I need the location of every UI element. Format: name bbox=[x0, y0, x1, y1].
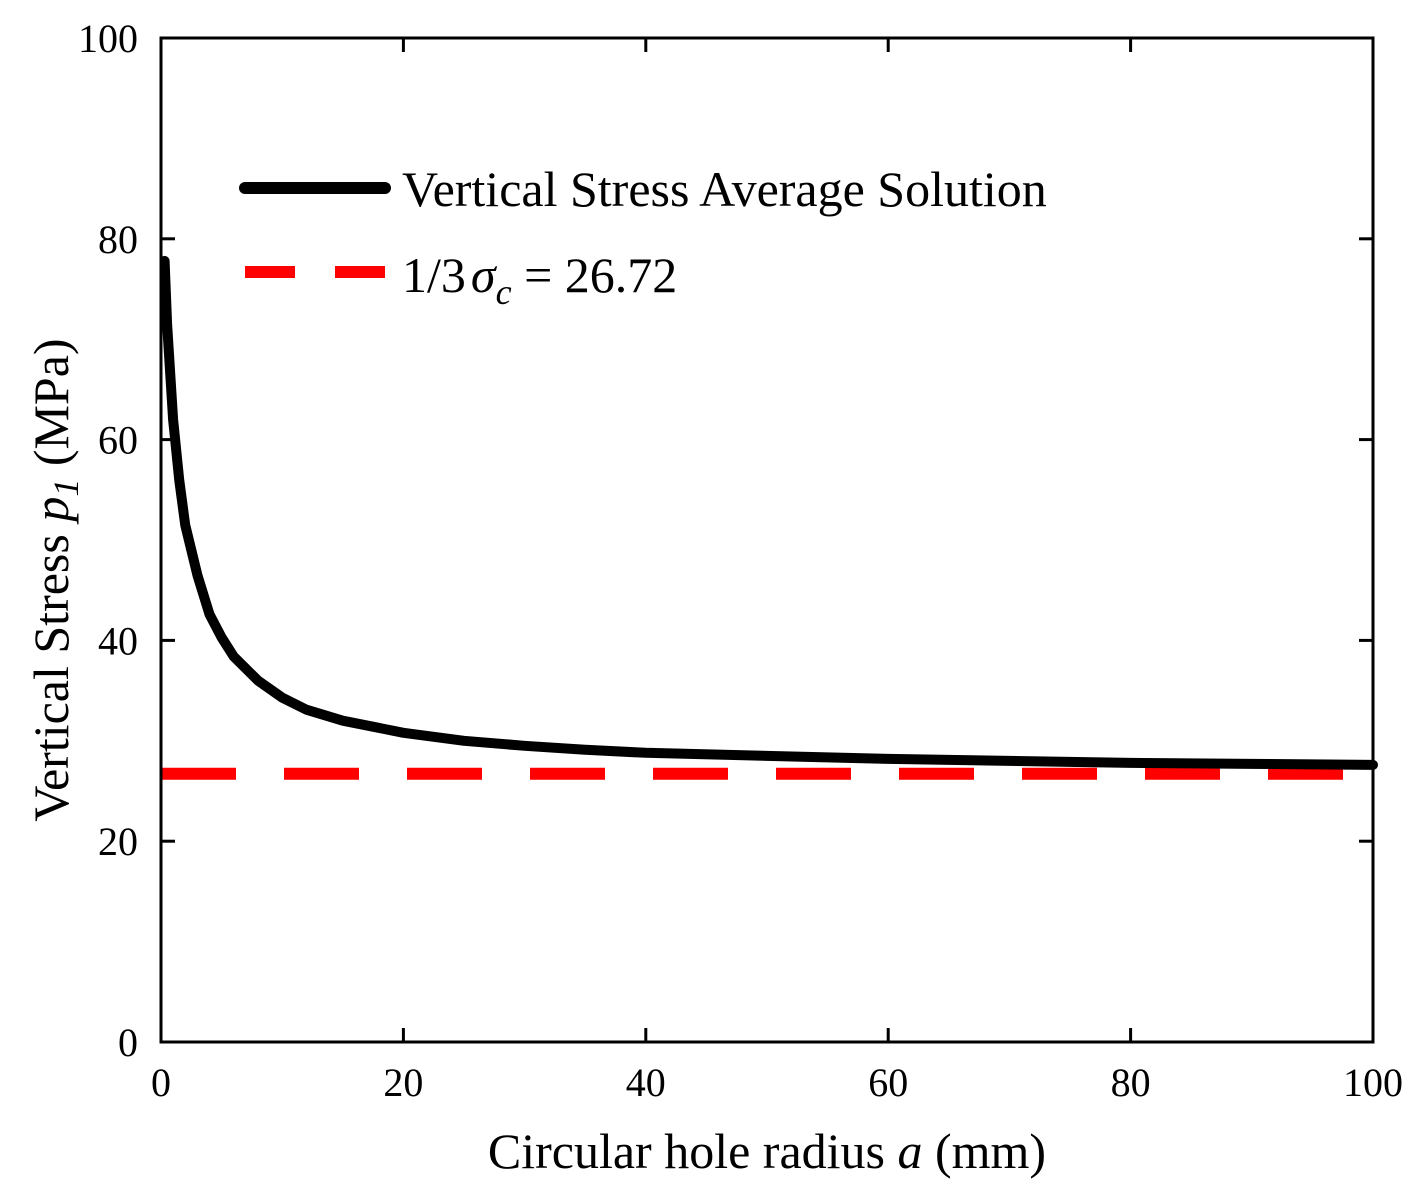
tick-labels: 0 20 40 60 80 100 0 20 40 60 80 100 bbox=[78, 16, 1403, 1105]
y-tick-label-4: 80 bbox=[98, 217, 138, 262]
x-axis-label: Circular hole radius a (mm) bbox=[488, 1123, 1046, 1179]
x-tick-label-2: 40 bbox=[626, 1060, 666, 1105]
x-tick-label-1: 20 bbox=[383, 1060, 423, 1105]
series-layer bbox=[159, 255, 1378, 780]
plot-frame bbox=[159, 36, 1375, 1044]
y-tick-label-0: 0 bbox=[118, 1020, 138, 1065]
x-tick-label-4: 80 bbox=[1111, 1060, 1151, 1105]
y-tick-label-3: 60 bbox=[98, 418, 138, 463]
legend-label-critical-stress: 1/3 σc = 26.72 bbox=[402, 247, 677, 312]
y-tick-label-1: 20 bbox=[98, 819, 138, 864]
x-tick-label-0: 0 bbox=[151, 1060, 171, 1105]
x-tick-label-5: 100 bbox=[1343, 1060, 1403, 1105]
series-line-average-solution bbox=[159, 255, 1378, 770]
legend: Vertical Stress Average Solution 1/3 σc =… bbox=[239, 161, 1047, 312]
legend-label-average-solution: Vertical Stress Average Solution bbox=[402, 161, 1047, 217]
y-axis-label: Vertical Stress p1 (MPa) bbox=[23, 338, 86, 821]
x-tick-label-3: 60 bbox=[868, 1060, 908, 1105]
y-tick-label-2: 40 bbox=[98, 618, 138, 663]
y-tick-label-5: 100 bbox=[78, 16, 138, 61]
